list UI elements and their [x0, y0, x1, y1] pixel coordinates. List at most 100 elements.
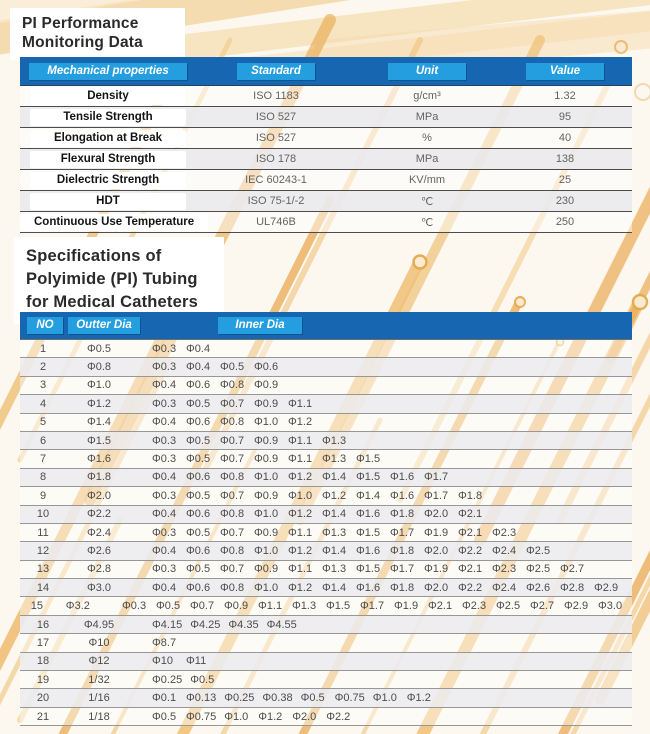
tubing-row: 14 Φ3.0 Φ0.4 Φ0.6 Φ0.8 Φ1.0 Φ1.2 Φ1.4 Φ1.6 Φ1.8 Φ2…: [20, 579, 632, 598]
inner-dia-value: Φ0.9: [224, 600, 249, 613]
outer-dia-cell: Φ2.2: [86, 508, 112, 521]
inner-dia-value: Φ0.5: [152, 710, 177, 723]
column-header-unit: Unit: [388, 62, 466, 80]
inner-dia-value: Φ1.2: [288, 508, 313, 521]
row-number-cell: 13: [36, 563, 50, 576]
outer-dia-cell: Φ2.4: [86, 526, 112, 539]
inner-dia-list: Φ0.5 Φ0.75 Φ1.0 Φ1.2 Φ2.0 Φ2.2: [152, 711, 360, 723]
standard-cell: ISO 527: [255, 111, 297, 123]
inner-dia-value: Φ0.5: [186, 526, 211, 539]
title-line: Monitoring Data: [22, 34, 143, 51]
standard-cell: ISO 75-1/-2: [247, 195, 305, 207]
inner-dia-value: Φ0.6: [254, 361, 279, 374]
unit-cell: g/cm³: [413, 90, 441, 102]
value-cell: 230: [555, 195, 575, 207]
inner-dia-value: Φ1.0: [224, 710, 249, 723]
tubing-row: 18 Φ12 Φ10 Φ11: [20, 652, 632, 672]
row-number-cell: 8: [39, 471, 47, 484]
inner-dia-value: Φ1.0: [254, 416, 279, 429]
unit-cell: ℃: [420, 195, 434, 208]
inner-dia-value: Φ0.3: [152, 397, 177, 410]
inner-dia-list: Φ4.15 Φ4.25 Φ4.35 Φ4.55: [152, 619, 305, 631]
inner-dia-value: Φ11: [186, 655, 207, 668]
inner-dia-value: Φ0.5: [186, 397, 211, 410]
inner-dia-list: Φ0.4 Φ0.6 Φ0.8 Φ1.0 Φ1.2: [152, 416, 322, 428]
row-number-cell: 5: [39, 416, 47, 429]
outer-dia-cell: Φ1.6: [86, 453, 112, 466]
outer-dia-cell: 1/16: [88, 692, 110, 705]
inner-dia-value: Φ0.5: [186, 434, 211, 447]
inner-dia-value: Φ1.8: [458, 489, 483, 502]
tubing-table-body: 1 Φ0.5 Φ0.3 Φ0.4 2 Φ0.8 Φ0.3 Φ0.4 Φ0.5 Φ0.6 3 Φ1.0 Φ…: [20, 340, 632, 727]
outer-dia-cell: Φ1.0: [86, 379, 112, 392]
inner-dia-value: Φ1.3: [322, 526, 347, 539]
inner-dia-value: Φ1.7: [360, 600, 385, 613]
inner-dia-value: Φ2.1: [458, 563, 483, 576]
tubing-table: NO Outter Dia Inner Dia 1 Φ0.5 Φ0.3 Φ0.4 2 Φ0…: [20, 312, 632, 727]
inner-dia-value: Φ1.2: [258, 710, 283, 723]
inner-dia-list: Φ0.3 Φ0.5 Φ0.7 Φ0.9 Φ1.1 Φ1.3 Φ1.5: [152, 453, 390, 465]
inner-dia-value: Φ2.1: [458, 526, 483, 539]
inner-dia-value: Φ0.8: [220, 471, 245, 484]
standard-cell: ISO 1183: [253, 90, 299, 102]
inner-dia-value: Φ1.2: [406, 692, 431, 705]
tubing-row: 12 Φ2.6 Φ0.4 Φ0.6 Φ0.8 Φ1.0 Φ1.2 Φ1.4 Φ1.6 Φ1.8 Φ2…: [20, 542, 632, 561]
unit-cell: %: [422, 132, 432, 144]
inner-dia-list: Φ0.3 Φ0.4 Φ0.5 Φ0.6: [152, 361, 288, 373]
inner-dia-value: Φ0.9: [254, 397, 279, 410]
inner-dia-list: Φ0.4 Φ0.6 Φ0.8 Φ0.9: [152, 379, 288, 391]
inner-dia-value: Φ2.0: [424, 508, 449, 521]
inner-dia-value: Φ1.0: [254, 544, 279, 557]
value-cell: 25: [558, 174, 572, 186]
outer-dia-cell: Φ1.2: [86, 397, 112, 410]
title-line: Specifications of: [26, 247, 162, 265]
page-title-specifications: Specifications of Polyimide (PI) Tubing …: [14, 237, 224, 324]
tubing-row: 16 Φ4.95 Φ4.15 Φ4.25 Φ4.35 Φ4.55: [20, 615, 632, 635]
inner-dia-list: Φ0.1 Φ0.13 Φ0.25 Φ0.38 Φ0.5 Φ0.75 Φ1.0 Φ1.2: [152, 692, 441, 704]
value-cell: 95: [558, 111, 572, 123]
inner-dia-value: Φ0.7: [220, 453, 245, 466]
title-line: Polyimide (PI) Tubing: [26, 270, 198, 288]
row-number-cell: 9: [39, 489, 47, 502]
row-number-cell: 6: [39, 434, 47, 447]
inner-dia-value: Φ1.9: [424, 563, 449, 576]
tubing-row: 4 Φ1.2 Φ0.3 Φ0.5 Φ0.7 Φ0.9 Φ1.1: [20, 395, 632, 414]
inner-dia-value: Φ0.3: [152, 342, 177, 355]
inner-dia-value: Φ1.8: [390, 508, 415, 521]
inner-dia-value: Φ1.5: [356, 471, 381, 484]
column-header-mechanical-properties: Mechanical properties: [29, 62, 187, 80]
unit-cell: MPa: [415, 153, 439, 165]
inner-dia-value: Φ1.2: [288, 471, 313, 484]
property-row: Continuous Use Temperature UL746B ℃ 250: [20, 212, 632, 233]
inner-dia-value: Φ0.5: [186, 453, 211, 466]
performance-table-body: Density ISO 1183 g/cm³ 1.32 Tensile Strength…: [20, 86, 632, 233]
outer-dia-cell: Φ10: [88, 636, 110, 649]
inner-dia-value: Φ0.3: [152, 489, 177, 502]
inner-dia-value: Φ1.5: [356, 526, 381, 539]
tubing-row: 17 Φ10 Φ8.7: [20, 634, 632, 653]
inner-dia-value: Φ4.15: [152, 618, 183, 631]
inner-dia-value: Φ3.0: [598, 600, 623, 613]
inner-dia-value: Φ2.3: [492, 563, 517, 576]
inner-dia-value: Φ0.4: [152, 471, 177, 484]
inner-dia-value: Φ1.3: [292, 600, 317, 613]
inner-dia-list: Φ0.3 Φ0.4: [152, 343, 220, 355]
inner-dia-value: Φ0.5: [186, 489, 211, 502]
inner-dia-value: Φ2.7: [530, 600, 555, 613]
inner-dia-value: Φ0.3: [152, 526, 177, 539]
unit-cell: MPa: [415, 111, 439, 123]
inner-dia-value: Φ0.3: [122, 600, 147, 613]
outer-dia-cell: Φ4.95: [83, 618, 115, 631]
inner-dia-value: Φ2.4: [492, 544, 517, 557]
tubing-row: 10 Φ2.2 Φ0.4 Φ0.6 Φ0.8 Φ1.0 Φ1.2 Φ1.4 Φ1.6 Φ1.8 Φ2…: [20, 505, 632, 524]
column-header-inner-dia: Inner Dia: [218, 317, 302, 334]
inner-dia-value: Φ1.4: [322, 544, 347, 557]
inner-dia-value: Φ0.6: [186, 508, 211, 521]
outer-dia-cell: Φ1.8: [86, 471, 112, 484]
outer-dia-cell: Φ0.8: [86, 361, 112, 374]
inner-dia-list: Φ0.25 Φ0.5: [152, 674, 224, 686]
inner-dia-value: Φ1.1: [288, 434, 313, 447]
unit-cell: KV/mm: [408, 174, 446, 186]
property-row: Density ISO 1183 g/cm³ 1.32: [20, 86, 632, 107]
column-header-no: NO: [27, 317, 63, 334]
